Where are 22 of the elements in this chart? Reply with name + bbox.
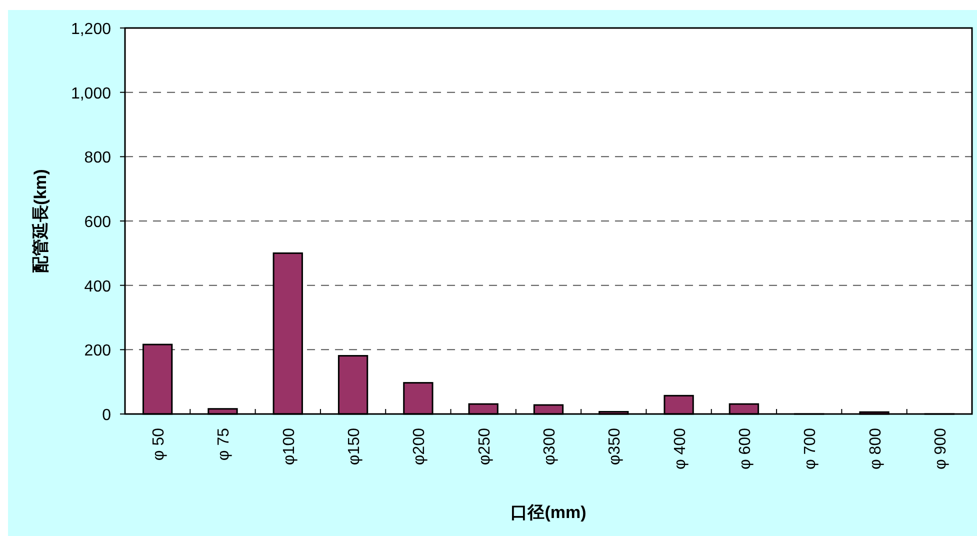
x-tick-label: φ350 (606, 428, 624, 466)
y-axis-title: 配管延長(km) (31, 169, 50, 273)
x-tick-label: φ100 (280, 428, 298, 466)
x-tick-label: φ 50 (150, 428, 168, 461)
x-tick-label: φ 900 (932, 428, 950, 470)
x-tick-label: φ150 (346, 428, 364, 466)
x-tick-label: φ 600 (736, 428, 754, 470)
y-tick-label: 1,000 (70, 85, 112, 102)
y-tick-label: 600 (84, 214, 112, 231)
y-tick-label: 1,200 (70, 21, 112, 38)
x-tick-label: φ250 (476, 428, 494, 466)
y-tick-label: 200 (84, 342, 112, 360)
x-tick-label: φ 800 (867, 428, 884, 470)
x-tick-label: φ300 (542, 428, 558, 466)
y-tick-label: 400 (84, 278, 112, 296)
x-tick-label: φ200 (411, 428, 428, 466)
x-tick-label: φ 700 (802, 428, 820, 470)
y-tick-label: 0 (102, 407, 112, 424)
y-tick-label: 800 (84, 150, 112, 167)
x-tick-label: φ 400 (672, 428, 689, 470)
x-tick-label: φ 75 (216, 428, 233, 461)
x-axis-title: 口径(mm) (510, 503, 586, 522)
